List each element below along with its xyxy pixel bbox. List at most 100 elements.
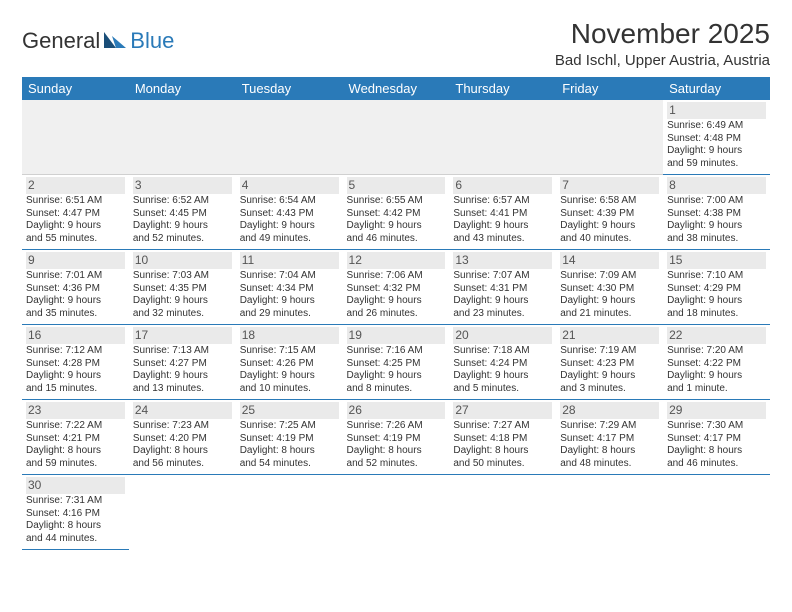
calendar-day-cell: 19Sunrise: 7:16 AMSunset: 4:25 PMDayligh…: [343, 325, 450, 400]
daylight-text: and 59 minutes.: [667, 158, 766, 171]
calendar-day-cell: 26Sunrise: 7:26 AMSunset: 4:19 PMDayligh…: [343, 400, 450, 475]
calendar-week-row: 16Sunrise: 7:12 AMSunset: 4:28 PMDayligh…: [22, 325, 770, 400]
sunrise-text: Sunrise: 7:01 AM: [26, 270, 125, 283]
sunset-text: Sunset: 4:45 PM: [133, 208, 232, 221]
daylight-text: Daylight: 8 hours: [453, 445, 552, 458]
sunrise-text: Sunrise: 7:29 AM: [560, 420, 659, 433]
calendar-day-cell: 25Sunrise: 7:25 AMSunset: 4:19 PMDayligh…: [236, 400, 343, 475]
day-number: 19: [347, 327, 446, 344]
day-number: 24: [133, 402, 232, 419]
sunrise-text: Sunrise: 7:10 AM: [667, 270, 766, 283]
daylight-text: and 40 minutes.: [560, 233, 659, 246]
day-number: 6: [453, 177, 552, 194]
sunset-text: Sunset: 4:21 PM: [26, 433, 125, 446]
calendar-day-cell: 18Sunrise: 7:15 AMSunset: 4:26 PMDayligh…: [236, 325, 343, 400]
daylight-text: and 46 minutes.: [347, 233, 446, 246]
sunset-text: Sunset: 4:41 PM: [453, 208, 552, 221]
daylight-text: Daylight: 9 hours: [133, 370, 232, 383]
calendar-day-cell: 2Sunrise: 6:51 AMSunset: 4:47 PMDaylight…: [22, 175, 129, 250]
sunset-text: Sunset: 4:42 PM: [347, 208, 446, 221]
daylight-text: Daylight: 9 hours: [133, 220, 232, 233]
daylight-text: and 38 minutes.: [667, 233, 766, 246]
daylight-text: and 18 minutes.: [667, 308, 766, 321]
sunrise-text: Sunrise: 7:16 AM: [347, 345, 446, 358]
sunset-text: Sunset: 4:19 PM: [347, 433, 446, 446]
page-subtitle: Bad Ischl, Upper Austria, Austria: [555, 52, 770, 69]
sunrise-text: Sunrise: 7:30 AM: [667, 420, 766, 433]
sunset-text: Sunset: 4:24 PM: [453, 358, 552, 371]
calendar-empty-cell: [449, 100, 556, 175]
daylight-text: Daylight: 8 hours: [26, 445, 125, 458]
day-number: 16: [26, 327, 125, 344]
sunset-text: Sunset: 4:28 PM: [26, 358, 125, 371]
daylight-text: Daylight: 9 hours: [26, 370, 125, 383]
daylight-text: and 46 minutes.: [667, 458, 766, 471]
calendar-day-cell: 5Sunrise: 6:55 AMSunset: 4:42 PMDaylight…: [343, 175, 450, 250]
sunrise-text: Sunrise: 6:51 AM: [26, 195, 125, 208]
sunset-text: Sunset: 4:31 PM: [453, 283, 552, 296]
day-number: 2: [26, 177, 125, 194]
daylight-text: and 23 minutes.: [453, 308, 552, 321]
sunrise-text: Sunrise: 6:54 AM: [240, 195, 339, 208]
weekday-header: Sunday: [22, 77, 129, 100]
sunrise-text: Sunrise: 7:19 AM: [560, 345, 659, 358]
daylight-text: Daylight: 8 hours: [560, 445, 659, 458]
calendar-page: General Blue November 2025 Bad Ischl, Up…: [0, 0, 792, 568]
day-number: 18: [240, 327, 339, 344]
sunrise-text: Sunrise: 7:04 AM: [240, 270, 339, 283]
daylight-text: and 21 minutes.: [560, 308, 659, 321]
daylight-text: Daylight: 9 hours: [667, 295, 766, 308]
calendar-day-cell: 30Sunrise: 7:31 AMSunset: 4:16 PMDayligh…: [22, 475, 129, 550]
sunrise-text: Sunrise: 7:18 AM: [453, 345, 552, 358]
daylight-text: Daylight: 9 hours: [347, 370, 446, 383]
weekday-header: Monday: [129, 77, 236, 100]
daylight-text: Daylight: 9 hours: [453, 370, 552, 383]
daylight-text: and 29 minutes.: [240, 308, 339, 321]
sunset-text: Sunset: 4:39 PM: [560, 208, 659, 221]
calendar-day-cell: 24Sunrise: 7:23 AMSunset: 4:20 PMDayligh…: [129, 400, 236, 475]
daylight-text: and 52 minutes.: [347, 458, 446, 471]
sunrise-text: Sunrise: 7:03 AM: [133, 270, 232, 283]
logo-text-general: General: [22, 28, 100, 54]
page-title: November 2025: [555, 18, 770, 50]
day-number: 29: [667, 402, 766, 419]
calendar-day-cell: 8Sunrise: 7:00 AMSunset: 4:38 PMDaylight…: [663, 175, 770, 250]
weekday-header: Wednesday: [343, 77, 450, 100]
calendar-day-cell: 15Sunrise: 7:10 AMSunset: 4:29 PMDayligh…: [663, 250, 770, 325]
sunset-text: Sunset: 4:48 PM: [667, 133, 766, 146]
daylight-text: and 55 minutes.: [26, 233, 125, 246]
sunrise-text: Sunrise: 7:22 AM: [26, 420, 125, 433]
daylight-text: and 5 minutes.: [453, 383, 552, 396]
day-number: 10: [133, 252, 232, 269]
weekday-header-row: SundayMondayTuesdayWednesdayThursdayFrid…: [22, 77, 770, 100]
calendar-day-cell: 4Sunrise: 6:54 AMSunset: 4:43 PMDaylight…: [236, 175, 343, 250]
day-number: 13: [453, 252, 552, 269]
sunset-text: Sunset: 4:32 PM: [347, 283, 446, 296]
sunset-text: Sunset: 4:23 PM: [560, 358, 659, 371]
day-number: 11: [240, 252, 339, 269]
sunset-text: Sunset: 4:43 PM: [240, 208, 339, 221]
sunset-text: Sunset: 4:17 PM: [667, 433, 766, 446]
calendar-body: 1Sunrise: 6:49 AMSunset: 4:48 PMDaylight…: [22, 100, 770, 550]
calendar-day-cell: 16Sunrise: 7:12 AMSunset: 4:28 PMDayligh…: [22, 325, 129, 400]
calendar-empty-cell: [556, 475, 663, 550]
daylight-text: Daylight: 9 hours: [560, 220, 659, 233]
daylight-text: Daylight: 9 hours: [667, 370, 766, 383]
sunset-text: Sunset: 4:18 PM: [453, 433, 552, 446]
calendar-empty-cell: [556, 100, 663, 175]
calendar-day-cell: 20Sunrise: 7:18 AMSunset: 4:24 PMDayligh…: [449, 325, 556, 400]
daylight-text: Daylight: 9 hours: [240, 295, 339, 308]
calendar-day-cell: 7Sunrise: 6:58 AMSunset: 4:39 PMDaylight…: [556, 175, 663, 250]
day-number: 14: [560, 252, 659, 269]
daylight-text: and 43 minutes.: [453, 233, 552, 246]
weekday-header: Saturday: [663, 77, 770, 100]
day-number: 25: [240, 402, 339, 419]
calendar-day-cell: 11Sunrise: 7:04 AMSunset: 4:34 PMDayligh…: [236, 250, 343, 325]
calendar-empty-cell: [343, 100, 450, 175]
daylight-text: Daylight: 8 hours: [667, 445, 766, 458]
sunrise-text: Sunrise: 6:52 AM: [133, 195, 232, 208]
daylight-text: and 15 minutes.: [26, 383, 125, 396]
daylight-text: and 32 minutes.: [133, 308, 232, 321]
daylight-text: Daylight: 9 hours: [240, 370, 339, 383]
sunrise-text: Sunrise: 7:27 AM: [453, 420, 552, 433]
